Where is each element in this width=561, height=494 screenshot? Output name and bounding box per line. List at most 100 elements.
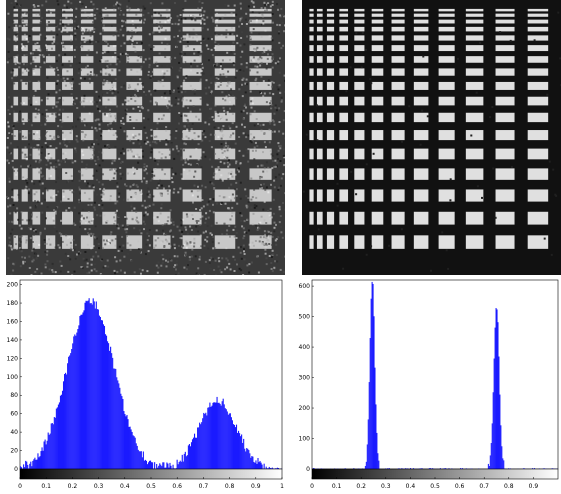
bar [377,453,379,469]
plot-frame [311,279,559,470]
bar [493,358,495,469]
bar [64,374,66,469]
bar [233,424,236,469]
bar [489,455,491,469]
bar [386,468,389,469]
bar [119,387,121,469]
bar [98,315,100,469]
bar [268,466,270,469]
bar [146,464,149,469]
bar [375,404,377,469]
bar [73,336,75,469]
x-tick-label: 0.8 [225,483,235,490]
bar [151,462,153,469]
bar [373,316,375,469]
bar [127,419,129,469]
bar [102,324,105,469]
bar [77,329,79,469]
bar [75,335,77,469]
bar [494,327,496,469]
bar [78,325,80,469]
bar [81,314,83,469]
bar [33,459,35,469]
bar [100,320,102,469]
bar [533,468,536,469]
bar [232,424,234,469]
noise-layer [6,0,285,275]
bar [140,451,142,469]
bar [249,453,251,469]
bar [259,460,261,469]
bar [188,444,190,469]
bar [159,463,161,469]
bar [164,467,166,469]
x-tick-label: 0 [310,483,314,490]
bar [191,439,194,469]
x-tick-label: 0.7 [479,483,489,490]
bar [173,468,175,469]
bar [91,304,93,469]
bar [87,300,89,469]
bar [96,309,98,469]
bar [113,368,115,469]
bar [412,468,414,469]
bar [198,427,200,469]
x-tick-label: 0.1 [332,483,342,490]
bar [241,434,243,469]
bar [85,300,87,469]
bar [51,423,53,469]
bar [371,281,373,469]
x-tick-label: 0.1 [41,483,51,490]
bar [149,460,152,469]
y-tick-label: 120 [7,355,19,362]
bar [24,467,26,469]
bar [142,451,144,469]
bar [245,451,247,469]
y-tick-label: 40 [10,429,18,436]
bar [495,308,497,469]
x-tick-label: 0.6 [455,483,465,490]
bar [234,427,237,469]
bar [552,468,554,469]
bar [385,468,387,469]
bar [56,407,58,469]
bar [407,468,409,469]
y-tick-label: 180 [7,300,19,307]
bar [202,418,204,469]
y-tick-label: 200 [299,405,311,412]
bar [152,462,154,469]
bar [183,453,185,469]
bar [444,468,446,469]
bar [166,462,168,469]
bar [229,413,231,469]
bar [270,468,272,469]
x-tick-label: 1 [280,483,284,490]
bar [214,402,216,469]
bar [236,432,239,469]
bar [543,468,545,469]
x-tick-label: 0.7 [199,483,209,490]
bar [172,464,174,469]
bar [176,459,178,469]
bar [88,298,90,469]
bar [190,442,193,469]
bar [344,468,346,469]
bar [134,437,136,469]
bar [213,402,215,469]
bar [445,468,447,469]
bar [37,453,39,469]
bar [168,467,170,469]
histogram-noisy: 0 20 40 60 80 100 120 140 160 180 200 0 0.1 0.2 0.3 0.4… [7,279,284,490]
bar [69,355,71,469]
bar [221,401,223,469]
bar [257,457,259,469]
histogram-restored: 0 100 200 300 400 500 600 0 0.1 0.2 0.3 0.4 0.5 0.6 0.… [299,279,559,490]
bar [224,408,226,469]
bar [128,426,130,469]
bar [126,414,128,469]
bar [256,463,258,469]
bar [378,460,380,469]
bar [501,446,503,469]
bar [111,353,113,469]
bar [97,309,99,469]
